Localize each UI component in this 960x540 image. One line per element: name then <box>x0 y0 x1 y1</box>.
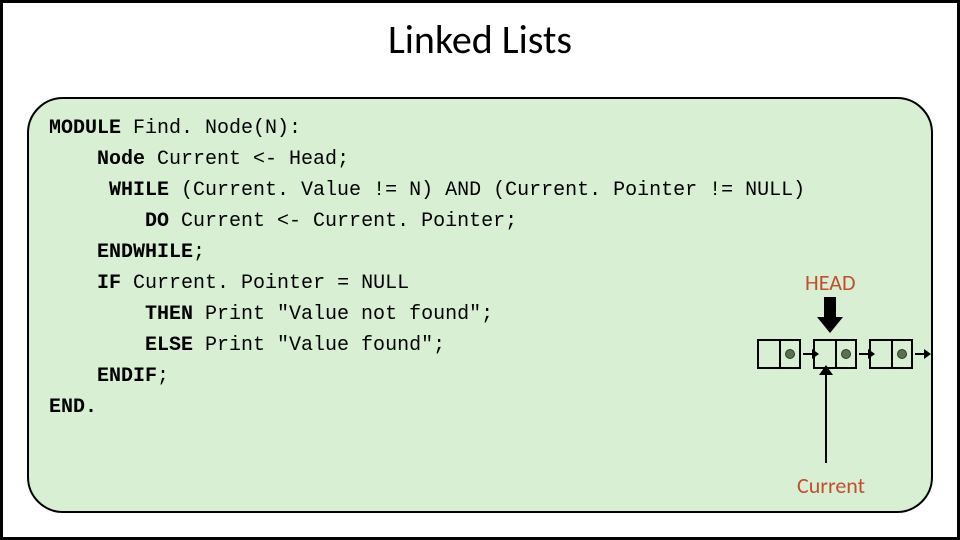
code-text: Print "Value found"; <box>193 334 445 357</box>
head-label: HEAD <box>805 269 855 296</box>
slide-frame: Linked Lists MODULE Find. Node(N): Node … <box>0 0 960 540</box>
kw-else: ELSE <box>145 334 193 357</box>
kw-endwhile: ENDWHILE <box>97 241 193 264</box>
list-node <box>757 339 801 369</box>
kw-end: END. <box>49 396 97 419</box>
node-row <box>757 339 925 369</box>
kw-node: Node <box>97 148 145 171</box>
link-arrow-icon <box>859 353 869 355</box>
link-arrow-icon <box>915 353 925 355</box>
slide-title: Linked Lists <box>3 15 957 64</box>
kw-module: MODULE <box>49 117 121 140</box>
code-panel: MODULE Find. Node(N): Node Current <- He… <box>27 97 933 513</box>
pointer-dot-icon <box>897 349 907 359</box>
code-text: Current <- Current. Pointer; <box>169 210 517 233</box>
kw-then: THEN <box>145 303 193 326</box>
kw-while: WHILE <box>109 179 169 202</box>
code-text: (Current. Value != N) AND (Current. Poin… <box>169 179 805 202</box>
pointer-dot-icon <box>841 349 851 359</box>
head-arrow-icon <box>817 297 843 333</box>
linked-list-diagram: HEAD <box>757 269 917 499</box>
code-text: ; <box>193 241 205 264</box>
kw-endif: ENDIF <box>97 365 157 388</box>
current-label: Current <box>797 472 865 499</box>
kw-if: IF <box>97 272 121 295</box>
code-text: ; <box>157 365 169 388</box>
kw-do: DO <box>145 210 169 233</box>
code-text: Current. Pointer = NULL <box>121 272 409 295</box>
list-node <box>869 339 913 369</box>
current-arrow-icon <box>825 373 827 463</box>
link-arrow-icon <box>803 353 813 355</box>
code-text: Current <- Head; <box>145 148 349 171</box>
code-text: Find. Node(N): <box>121 117 301 140</box>
pointer-dot-icon <box>785 349 795 359</box>
code-text: Print "Value not found"; <box>193 303 493 326</box>
